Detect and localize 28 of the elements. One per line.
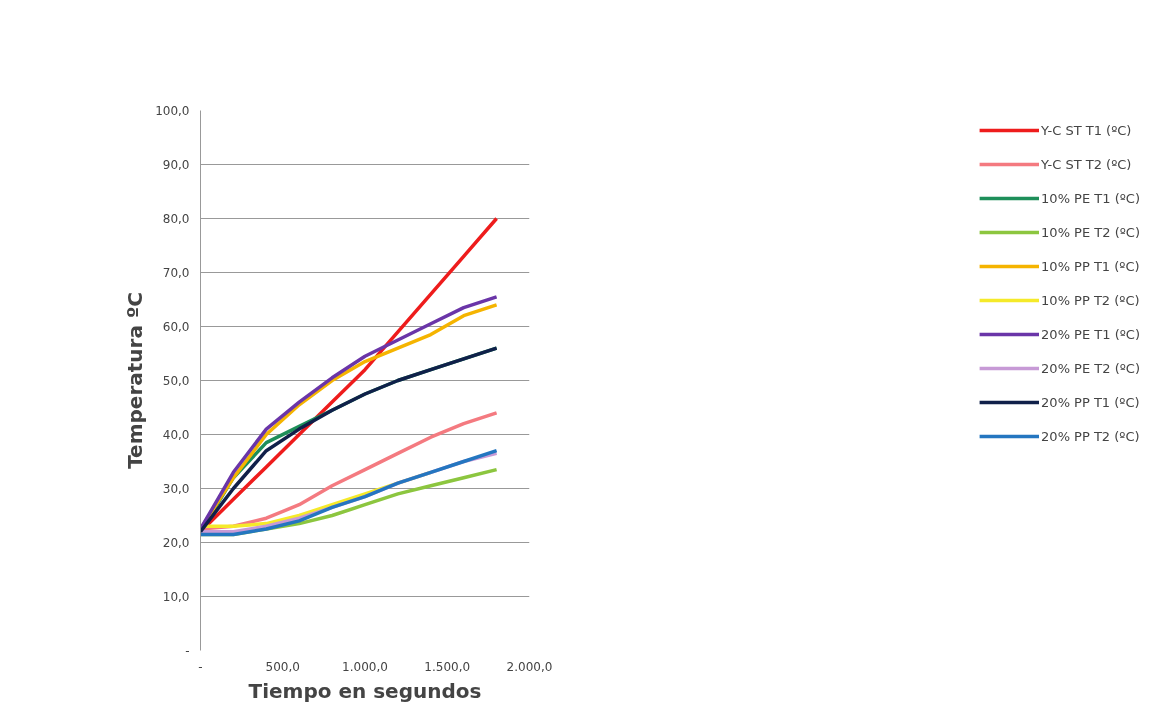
legend-label: 20% PE T2 (ºC): [1041, 360, 1140, 376]
x-axis-title: Tiempo en segundos: [248, 678, 482, 703]
legend-label: 10% PE T1 (ºC): [1041, 190, 1140, 206]
y-tick-label: 100,0: [155, 104, 190, 118]
y-tick-label: 70,0: [162, 266, 190, 280]
y-tick-label: 50,0: [162, 374, 190, 388]
x-tick-label: 500,0: [265, 659, 300, 674]
legend-label: 20% PP T2 (ºC): [1041, 428, 1140, 444]
y-tick-label: 20,0: [162, 536, 190, 550]
x-tick-label: 1.500,0: [424, 659, 471, 674]
legend-label: 10% PP T1 (ºC): [1041, 258, 1140, 274]
legend-label: 10% PE T2 (ºC): [1041, 224, 1140, 240]
y-tick-label: 80,0: [162, 212, 190, 226]
legend-label: 10% PP T2 (ºC): [1041, 292, 1140, 308]
y-tick-label: -: [185, 644, 190, 658]
x-tick-label: 2.000,0: [506, 659, 553, 674]
legend-label: 20% PP T1 (ºC): [1041, 394, 1140, 410]
legend-label: Y-C ST T1 (ºC): [1041, 122, 1132, 138]
y-tick-label: 90,0: [162, 158, 190, 172]
legend-label: 20% PE T1 (ºC): [1041, 326, 1140, 342]
x-tick-label: 1.000,0: [342, 659, 388, 674]
legend-label: Y-C ST T2 (ºC): [1041, 156, 1132, 172]
y-tick-label: 10,0: [162, 590, 190, 604]
y-tick-label: 30,0: [162, 482, 190, 496]
x-tick-label: -: [198, 659, 203, 674]
y-tick-label: 60,0: [162, 320, 190, 334]
y-axis-title: Temperatura ºC: [123, 292, 148, 469]
y-tick-label: 40,0: [162, 428, 190, 442]
